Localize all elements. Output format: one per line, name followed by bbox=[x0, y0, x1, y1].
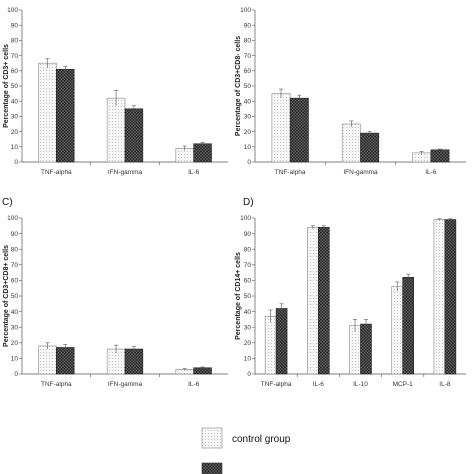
category-label: IFN-gamma bbox=[108, 169, 143, 176]
y-tick-label: 20 bbox=[244, 340, 252, 347]
y-tick-label: 50 bbox=[11, 83, 19, 90]
bar-patient bbox=[124, 108, 144, 163]
category-label: TNF-alpha bbox=[275, 169, 306, 176]
y-tick-label: 10 bbox=[11, 144, 19, 151]
bar-patient bbox=[193, 367, 212, 375]
category-label: MCP-1 bbox=[393, 381, 414, 388]
y-tick-label: 100 bbox=[7, 215, 18, 222]
y-axis-label: Percentage of CD3+CD8+ cells bbox=[3, 245, 10, 347]
y-tick-label: 0 bbox=[247, 371, 251, 378]
bar-control bbox=[106, 97, 126, 163]
bar-patient bbox=[444, 219, 457, 375]
y-axis-label: Percentage of CD14+ cells bbox=[235, 252, 242, 340]
y-tick-label: 100 bbox=[7, 7, 18, 14]
bar-patient bbox=[317, 227, 330, 375]
category-label: IL-6 bbox=[188, 169, 200, 176]
bar-patient bbox=[360, 323, 372, 375]
category-label: TNF-alpha bbox=[41, 169, 72, 176]
bar-patient bbox=[360, 132, 380, 163]
bar-control bbox=[38, 345, 57, 375]
y-tick-label: 0 bbox=[14, 371, 18, 378]
y-tick-label: 20 bbox=[11, 340, 19, 347]
y-tick-label: 30 bbox=[11, 114, 19, 121]
y-tick-label: 90 bbox=[244, 231, 252, 238]
y-tick-label: 70 bbox=[11, 53, 19, 60]
category-label: IFN-gamma bbox=[343, 169, 378, 176]
y-tick-label: 40 bbox=[244, 98, 252, 105]
y-tick-label: 50 bbox=[11, 293, 19, 300]
y-tick-label: 10 bbox=[244, 144, 252, 151]
bar-patient bbox=[56, 347, 75, 375]
category-label: IFN-gamma bbox=[108, 381, 143, 388]
y-tick-label: 0 bbox=[14, 159, 18, 166]
panel-a-cd3: Percentage of CD3+ cells 0 10 20 30 40 50 60 70 8… bbox=[3, 7, 228, 176]
category-label: IL-8 bbox=[439, 381, 451, 388]
y-tick-label: 0 bbox=[247, 159, 251, 166]
y-tick-label: 90 bbox=[244, 22, 252, 29]
category-label: TNF-alpha bbox=[41, 381, 72, 388]
bar-control bbox=[264, 315, 277, 375]
y-tick-label: 10 bbox=[244, 356, 252, 363]
bar-patient bbox=[56, 68, 75, 163]
y-tick-label: 30 bbox=[244, 114, 252, 121]
panel-c-cd3-cd8-pos: C) Percentage of CD3+CD8+ cells 0 10 20 30 40 5… bbox=[2, 197, 228, 388]
bar-control bbox=[433, 219, 446, 375]
y-tick-label: 50 bbox=[244, 293, 252, 300]
legend-label-control: control group bbox=[232, 434, 291, 445]
panel-label: D) bbox=[243, 197, 254, 208]
y-tick-label: 60 bbox=[11, 278, 19, 285]
y-tick-label: 30 bbox=[11, 324, 19, 331]
panel-d-cd14: D) Percentage of CD14+ cells 0 10 20 30 40 50 60… bbox=[235, 197, 466, 388]
y-tick-label: 80 bbox=[11, 38, 19, 45]
bar-patient bbox=[402, 276, 414, 375]
legend-swatch-control bbox=[201, 427, 223, 449]
category-label: TNF-alpha bbox=[261, 381, 292, 388]
y-tick-label: 100 bbox=[240, 215, 251, 222]
bar-control bbox=[391, 286, 403, 375]
y-tick-label: 40 bbox=[11, 309, 19, 316]
y-tick-label: 70 bbox=[244, 262, 252, 269]
y-tick-label: 70 bbox=[11, 262, 19, 269]
y-tick-label: 40 bbox=[11, 98, 19, 105]
category-label: IL-6 bbox=[425, 169, 437, 176]
y-tick-label: 60 bbox=[11, 68, 19, 75]
bar-patient bbox=[289, 97, 309, 163]
bar-control bbox=[307, 227, 319, 375]
bar-patient bbox=[275, 308, 288, 375]
y-tick-label: 90 bbox=[11, 22, 19, 29]
y-tick-label: 80 bbox=[11, 246, 19, 253]
legend-swatch-patient bbox=[201, 462, 223, 474]
category-label: IL-6 bbox=[188, 381, 200, 388]
y-axis-label: Percentage of CD3+CD8- cells bbox=[235, 36, 242, 136]
y-tick-label: 80 bbox=[244, 246, 252, 253]
y-tick-label: 20 bbox=[11, 129, 19, 136]
bar-control bbox=[38, 62, 57, 163]
y-tick-label: 10 bbox=[11, 356, 19, 363]
y-tick-label: 50 bbox=[244, 83, 252, 90]
y-tick-label: 40 bbox=[244, 309, 252, 316]
y-tick-label: 60 bbox=[244, 68, 252, 75]
bar-control bbox=[271, 93, 291, 163]
y-axis-label: Percentage of CD3+ cells bbox=[3, 44, 10, 128]
panel-label: C) bbox=[2, 197, 13, 208]
bar-control bbox=[341, 123, 361, 163]
y-tick-label: 60 bbox=[244, 278, 252, 285]
y-tick-label: 70 bbox=[244, 53, 252, 60]
category-label: IL-6 bbox=[313, 381, 325, 388]
y-tick-label: 30 bbox=[244, 324, 252, 331]
bar-patient bbox=[193, 143, 212, 163]
y-tick-label: 90 bbox=[11, 231, 19, 238]
bar-patient bbox=[124, 348, 144, 375]
category-label: IL-10 bbox=[353, 381, 368, 388]
y-tick-label: 100 bbox=[240, 7, 251, 14]
y-tick-label: 80 bbox=[244, 38, 252, 45]
bar-patient bbox=[430, 149, 450, 163]
legend: control group bbox=[201, 427, 291, 474]
y-tick-label: 20 bbox=[244, 129, 252, 136]
bar-control bbox=[349, 325, 361, 375]
panel-b-cd3-cd8-neg: Percentage of CD3+CD8- cells 0 10 20 30 40 50 6… bbox=[235, 7, 466, 176]
